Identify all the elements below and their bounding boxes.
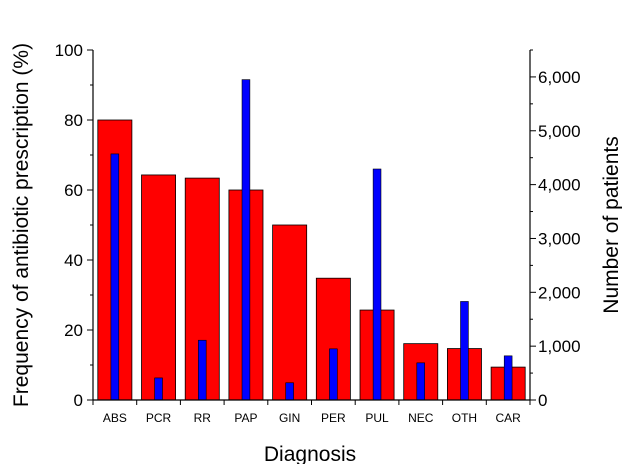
x-tick-label-oth: OTH [452, 411, 477, 425]
right-tick-label: 4,000 [538, 176, 581, 195]
right-tick-label: 2,000 [538, 283, 581, 302]
right-tick-label: 0 [538, 391, 547, 410]
x-tick-label-pul: PUL [365, 411, 389, 425]
x-axis-title: Diagnosis [264, 443, 356, 464]
left-tick-label: 40 [64, 251, 83, 270]
x-tick-label-pap: PAP [234, 411, 257, 425]
bar-patients-pcr [154, 377, 163, 401]
right-y-axis-title: Number of patients [600, 136, 622, 313]
x-tick-label-per: PER [321, 411, 346, 425]
left-y-axis-title: Frequency of antibiotic prescription (%) [10, 43, 33, 407]
bar-patients-oth [460, 301, 469, 401]
x-axis-ticks: ABS PCR RR PAP GIN PER PUL NEC OTH CAR [92, 400, 531, 425]
bar-patients-pap [241, 79, 251, 401]
right-tick-label: 1,000 [538, 337, 581, 356]
bar-frequency-pcr [141, 174, 176, 401]
x-tick-label-nec: NEC [408, 411, 434, 425]
bar-patients-rr [198, 339, 207, 401]
bar-frequency-gin [272, 224, 308, 401]
right-tick-label: 3,000 [538, 229, 581, 248]
bar-patients-abs [110, 153, 120, 401]
x-tick-label-abs: ABS [103, 411, 127, 425]
left-y-axis-ticks: 0 20 40 60 80 100 [55, 41, 93, 410]
bar-patients-per [329, 348, 338, 401]
bar-patients-car [503, 355, 513, 401]
left-tick-label: 0 [74, 391, 83, 410]
right-tick-label: 6,000 [538, 68, 581, 87]
x-tick-label-car: CAR [495, 411, 521, 425]
left-tick-label: 80 [64, 111, 83, 130]
left-tick-label: 100 [55, 41, 83, 60]
bar-patients-nec [416, 362, 425, 401]
bar-patients-pul [372, 168, 382, 401]
x-tick-label-gin: GIN [279, 411, 300, 425]
left-tick-label: 20 [64, 321, 83, 340]
bar-frequency-rr [184, 177, 220, 401]
red-bars-group [97, 119, 526, 401]
left-tick-label: 60 [64, 181, 83, 200]
right-tick-label: 5,000 [538, 122, 581, 141]
right-y-axis-ticks: 0 1,000 2,000 3,000 4,000 5,000 6,000 [530, 49, 581, 410]
bar-patients-gin [285, 382, 294, 401]
x-tick-label-pcr: PCR [146, 411, 172, 425]
x-tick-label-rr: RR [194, 411, 212, 425]
